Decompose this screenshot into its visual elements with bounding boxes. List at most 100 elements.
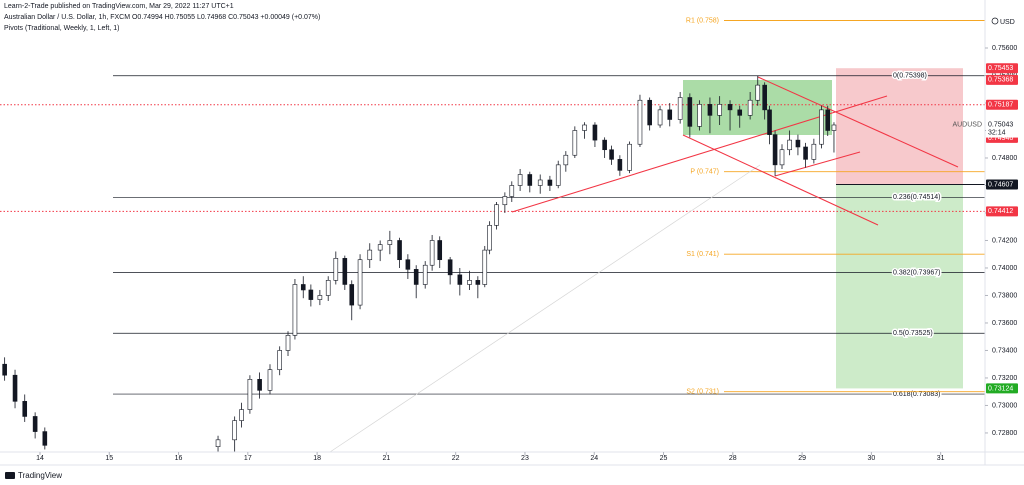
brand-text: TradingView: [18, 471, 62, 480]
x-tick-label: 28: [729, 455, 737, 462]
candle-body: [819, 109, 824, 145]
price-tag-label: 0.74412: [988, 208, 1013, 215]
x-tick-label: 24: [590, 455, 598, 462]
y-tick-label: 0.74200: [992, 237, 1017, 244]
candle-body: [405, 259, 411, 270]
candle-body: [257, 379, 262, 391]
x-tick-label: 31: [937, 455, 945, 462]
x-tick-label: 25: [660, 455, 668, 462]
x-tick-label: 21: [382, 455, 390, 462]
candle-body: [285, 335, 291, 351]
candle-body: [325, 280, 331, 296]
candle-body: [547, 179, 553, 186]
candle-body: [300, 284, 306, 291]
candle-body: [717, 104, 722, 116]
candle-body: [527, 174, 533, 186]
fib-label: 0.618(0.73083): [893, 391, 940, 398]
candle-body: [609, 149, 614, 160]
candle-body: [737, 109, 743, 116]
candle-body: [2, 363, 7, 376]
candle-body: [767, 109, 772, 135]
price-tag-label: 0.75453: [988, 65, 1013, 72]
published-line: Learn-2-Trade published on TradingView.c…: [4, 3, 234, 10]
candle-body: [592, 124, 598, 141]
candle-body: [317, 295, 323, 300]
y-tick-label: 0.73200: [992, 375, 1017, 382]
last-price-label: 0.75043: [988, 121, 1013, 128]
pivot-label: S1 (0.741): [686, 251, 719, 258]
trendline: [774, 151, 861, 177]
candle-body: [787, 139, 792, 151]
candle-body: [494, 204, 499, 226]
y-tick-label: 0.73800: [992, 292, 1017, 299]
candle-body: [437, 240, 443, 261]
candle-body: [308, 289, 314, 300]
candle-body: [667, 109, 673, 120]
fib-label: 0(0.75398): [893, 73, 927, 80]
candle-body: [825, 109, 831, 131]
candle-body: [357, 259, 363, 306]
candle-body: [537, 179, 543, 186]
trendline: [682, 134, 879, 226]
candle-body: [215, 439, 221, 448]
candle-body: [487, 225, 492, 251]
indicator-line: Pivots (Traditional, Weekly, 1, Left, 1): [4, 25, 119, 32]
candle-body: [582, 124, 587, 131]
pivot-label: R1 (0.758): [686, 17, 719, 24]
brand-logo: TradingView: [5, 471, 62, 480]
candle-body: [239, 409, 244, 421]
candle-body: [831, 124, 837, 131]
currency-label[interactable]: USD: [1000, 19, 1015, 26]
candle-body: [333, 258, 339, 281]
fib-label: 0.5(0.73525): [893, 330, 933, 337]
candle-body: [342, 258, 348, 285]
price-tag-label: 0.74946: [988, 135, 1013, 142]
y-tick-label: 0.74800: [992, 155, 1017, 162]
countdown-label: 32:14: [988, 129, 1006, 136]
candle-body: [502, 196, 508, 206]
candle-body: [377, 244, 383, 251]
candle-body: [687, 97, 693, 127]
faint-trendline: [329, 164, 761, 453]
symbol-label: AUDUSD: [952, 121, 982, 128]
clock-icon[interactable]: [991, 17, 999, 25]
candle-body: [42, 431, 48, 446]
candle-body: [627, 143, 632, 171]
fib-label: 0.382(0.73967): [893, 269, 940, 276]
pivot-label: P (0.747): [690, 169, 719, 176]
candle-body: [267, 369, 273, 391]
trendline: [757, 76, 959, 168]
x-tick-label: 16: [175, 455, 183, 462]
pivot-label: S2 (0.731): [686, 389, 719, 396]
candle-body: [647, 99, 652, 126]
price-tags-layer: 0.75453 0.75368 0.75187 0.74946 0.74607 0.744…: [952, 63, 1018, 394]
price-tag: [986, 206, 1018, 217]
x-tick-label: 22: [452, 455, 460, 462]
symbol-line: Australian Dollar / U.S. Dollar, 1h, FXC…: [4, 14, 320, 21]
candle-body: [602, 139, 607, 151]
trendline: [511, 95, 888, 213]
candle-body: [422, 264, 428, 285]
price-tag: [986, 99, 1018, 110]
candle-body: [795, 139, 801, 148]
candle-body: [429, 240, 435, 266]
candle-body: [779, 149, 785, 166]
candle-body: [563, 154, 569, 166]
price-tag-label: 0.73124: [988, 385, 1013, 392]
price-tag: [986, 179, 1018, 190]
candle-body: [707, 104, 713, 116]
x-tick-label: 14: [36, 455, 44, 462]
y-tick-label: 0.72800: [992, 430, 1017, 437]
candle-body: [747, 99, 753, 116]
candle-body: [803, 146, 808, 160]
candle-body: [232, 420, 237, 441]
candle-body: [457, 274, 463, 285]
price-tag: [986, 74, 1018, 85]
x-tick-label: 17: [244, 455, 252, 462]
price-tag: [986, 383, 1018, 394]
price-tag: [986, 63, 1018, 74]
candle-body: [397, 240, 402, 261]
candle-body: [762, 84, 767, 111]
candle-body: [657, 109, 663, 126]
